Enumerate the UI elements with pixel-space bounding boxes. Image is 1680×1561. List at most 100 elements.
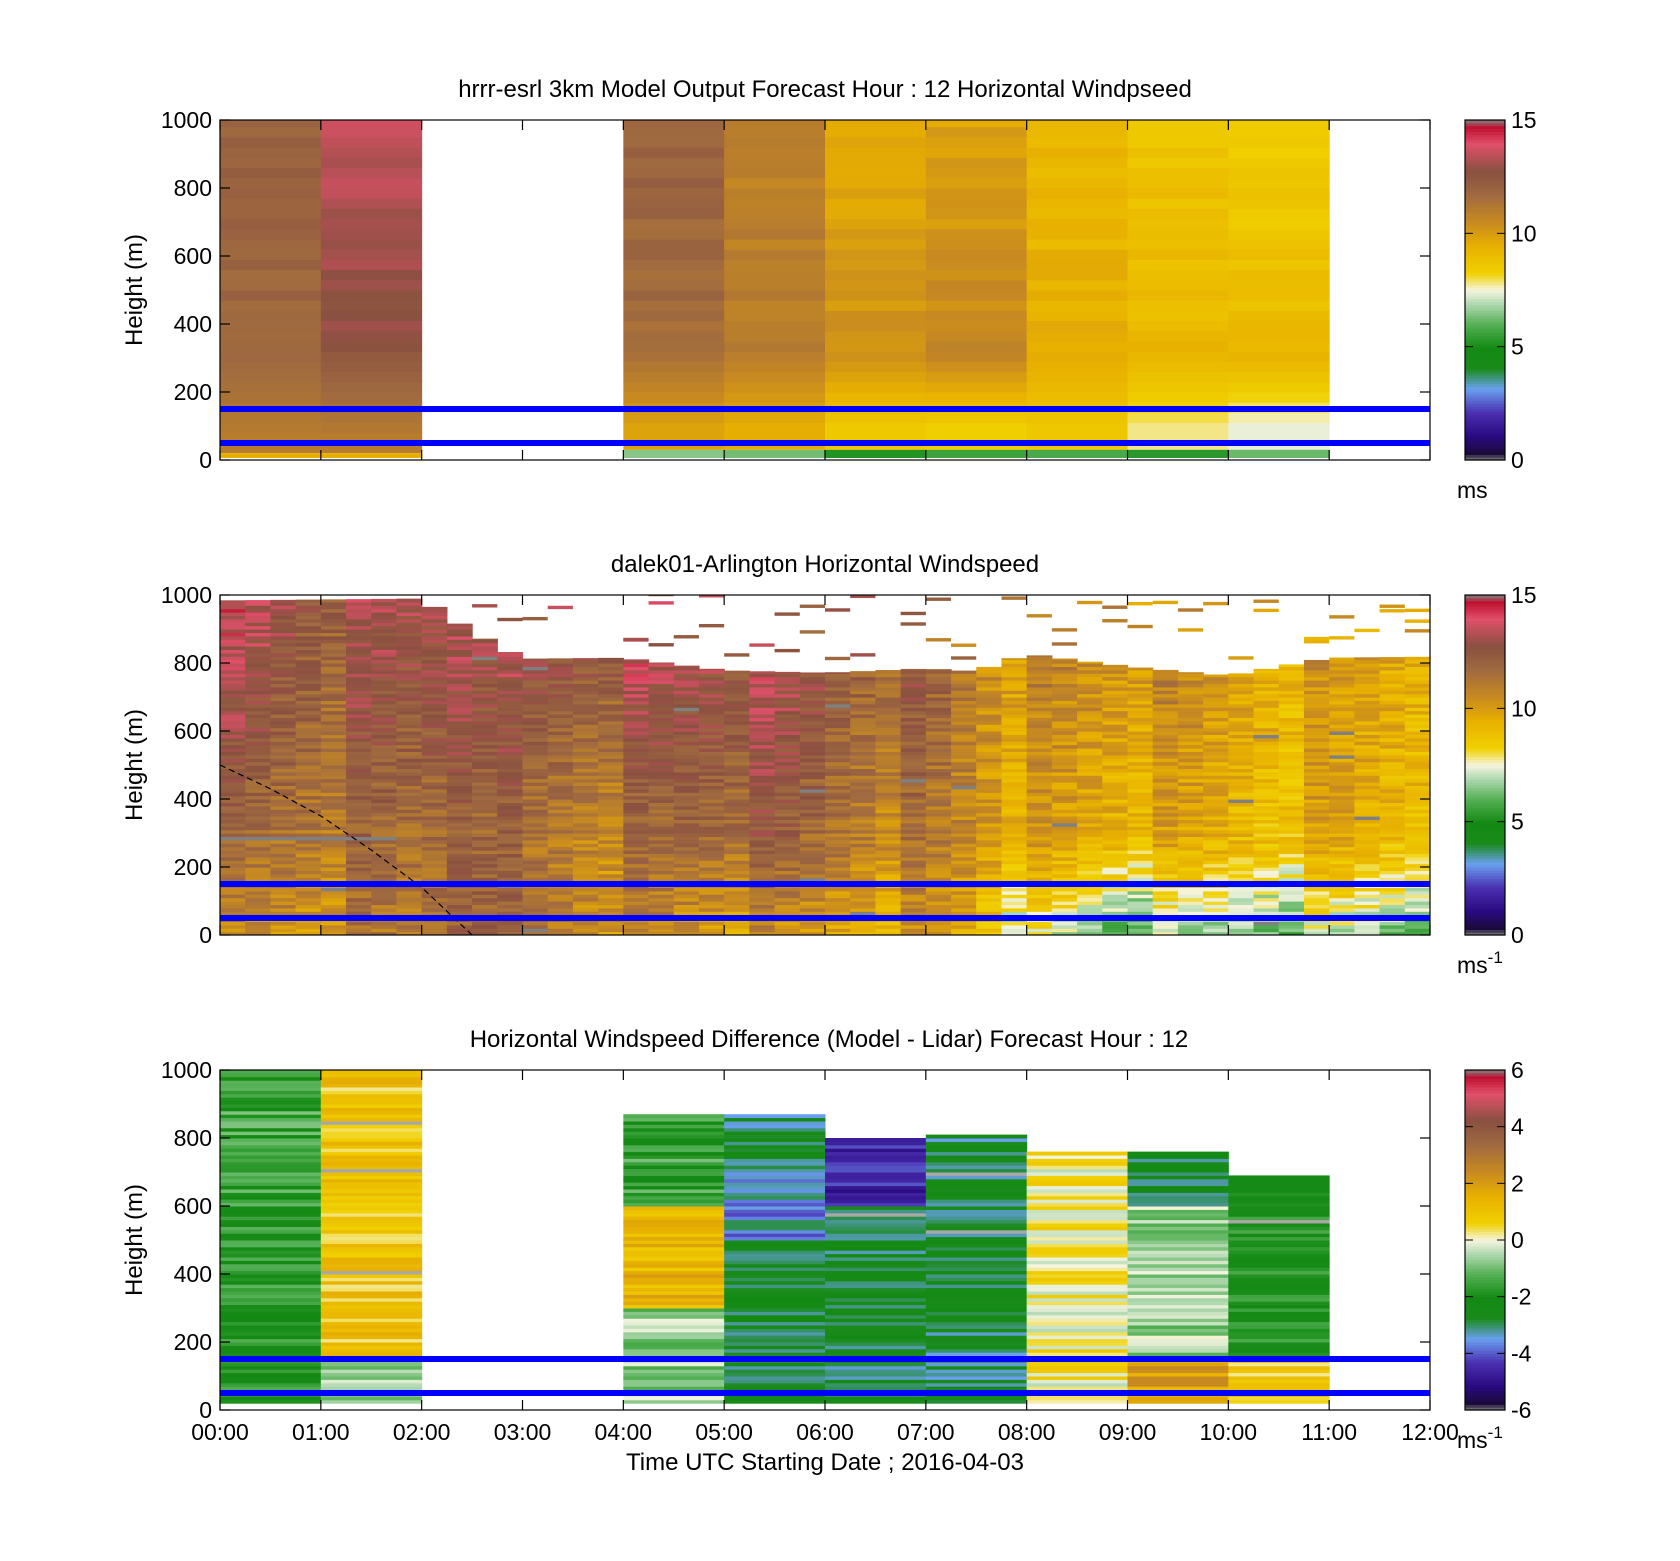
heatmap-cell (1329, 860, 1355, 865)
heatmap-cell (1077, 717, 1103, 722)
heatmap-cell (1329, 663, 1355, 667)
heatmap-cell (673, 795, 700, 800)
heatmap-cell (1253, 768, 1280, 773)
heatmap-cell (799, 836, 826, 841)
heatmap-cell (1177, 710, 1204, 715)
heatmap-cell (1354, 805, 1381, 810)
heatmap-cell (1001, 669, 1028, 674)
heatmap-cell (572, 839, 599, 844)
heatmap-cell (320, 1382, 423, 1387)
colorbar-swatch (1465, 731, 1505, 735)
heatmap-cell (220, 727, 246, 732)
heatmap-cell (547, 717, 574, 722)
heatmap-cell (774, 850, 801, 854)
heatmap-cell (497, 860, 524, 865)
heatmap-cell (976, 928, 1003, 933)
heatmap-cell (1177, 863, 1204, 868)
heatmap-cell (1379, 737, 1406, 742)
heatmap-cell (245, 928, 272, 933)
heatmap-cell (673, 850, 700, 854)
heatmap-cell (875, 782, 902, 786)
heatmap-cell (1177, 720, 1204, 725)
heatmap-cell (623, 707, 650, 712)
heatmap-cell (1077, 727, 1103, 732)
heatmap-cell (497, 829, 524, 834)
colorbar-swatch (1465, 901, 1505, 905)
heatmap-cell (320, 754, 347, 759)
heatmap-cell (875, 744, 902, 749)
heatmap-cell (749, 765, 776, 769)
heatmap-cell (1354, 731, 1381, 735)
heatmap-cell (976, 799, 1003, 803)
heatmap-cell (220, 1267, 322, 1272)
heatmap-cell (320, 120, 423, 128)
heatmap-cell (522, 836, 549, 841)
heatmap-cell (1026, 839, 1053, 844)
heatmap-cell (522, 867, 549, 871)
heatmap-cell (396, 683, 423, 688)
heatmap-cell (1026, 126, 1128, 138)
heatmap-cell (623, 751, 650, 756)
heatmap-cell (774, 775, 801, 780)
heatmap-cell (1253, 907, 1280, 912)
heatmap-cell (220, 1308, 322, 1312)
heatmap-cell (724, 822, 750, 827)
heatmap-cell (1102, 802, 1129, 807)
heatmap-cell (270, 795, 297, 800)
heatmap-cell (1001, 833, 1028, 837)
heatmap-cell (1253, 839, 1280, 844)
heatmap-cell (598, 846, 624, 851)
heatmap-cell (850, 788, 877, 793)
heatmap-cell (825, 812, 851, 817)
heatmap-cell (1379, 911, 1406, 916)
heatmap-cell (799, 724, 826, 729)
heatmap-cell (1303, 877, 1330, 882)
heatmap-cell (774, 648, 800, 653)
heatmap-cell (371, 737, 398, 742)
heatmap-cell (245, 768, 272, 773)
heatmap-cell (850, 768, 877, 773)
heatmap-cell (396, 853, 423, 858)
heatmap-cell (421, 635, 448, 640)
heatmap-cell (220, 1223, 322, 1227)
heatmap-cell (1152, 707, 1179, 712)
heatmap-cell (976, 693, 1003, 698)
heatmap-cell (220, 1314, 322, 1319)
heatmap-cell (900, 792, 927, 797)
heatmap-cell (220, 1121, 322, 1125)
heatmap-cell (598, 686, 624, 691)
heatmap-cell (1026, 697, 1053, 701)
heatmap-cell (472, 771, 498, 776)
heatmap-cell (295, 863, 322, 868)
heatmap-cell (976, 812, 1003, 817)
heatmap-cell (1001, 714, 1028, 718)
heatmap-cell (623, 843, 650, 848)
heatmap-cell (749, 805, 776, 810)
heatmap-cell (1228, 768, 1255, 773)
heatmap-cell (799, 819, 826, 824)
heatmap-cell (270, 683, 297, 688)
heatmap-cell (1303, 640, 1330, 644)
heatmap-cell (320, 673, 347, 678)
heatmap-cell (900, 897, 927, 902)
heatmap-cell (598, 931, 624, 935)
heatmap-cell (421, 690, 448, 695)
heatmap-cell (698, 826, 725, 831)
heatmap-cell (220, 751, 246, 756)
heatmap-cell (1354, 856, 1381, 861)
heatmap-cell (572, 856, 599, 861)
heatmap-cell (1077, 761, 1103, 766)
colorbar-swatch (1465, 380, 1505, 385)
heatmap-cell (346, 666, 372, 671)
heatmap-cell (220, 412, 322, 424)
heatmap-cell (774, 724, 801, 729)
heatmap-cell (825, 799, 851, 803)
heatmap-cell (346, 758, 372, 763)
heatmap-cell (1278, 907, 1305, 912)
heatmap-cell (1127, 822, 1154, 827)
heatmap-cell (220, 1175, 322, 1180)
colorbar-swatch (1465, 609, 1505, 613)
colorbar-swatch (1465, 626, 1505, 630)
colorbar-swatch (1465, 648, 1505, 653)
heatmap-cell (245, 894, 272, 899)
